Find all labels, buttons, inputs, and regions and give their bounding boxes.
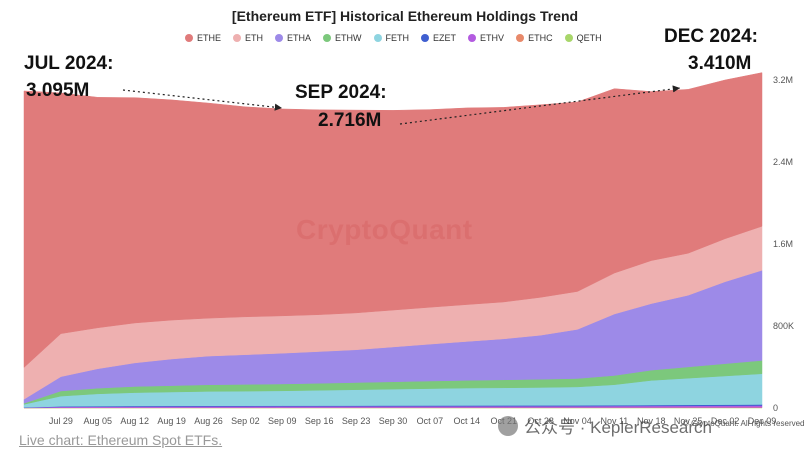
legend-dot <box>233 34 242 42</box>
x-tick-label: Sep 02 <box>231 416 260 426</box>
y-tick-label: 1.6M <box>773 239 793 249</box>
x-tick-label: Aug 19 <box>157 416 186 426</box>
x-tick-label: Oct 28 <box>527 416 554 426</box>
x-tick-label: Aug 12 <box>120 416 149 426</box>
legend-label: QETH <box>576 33 602 43</box>
legend-label: ETH <box>245 33 264 43</box>
wechat-icon <box>498 415 518 436</box>
legend-label: ETHW <box>335 33 362 43</box>
x-tick-label: Nov 04 <box>563 416 592 426</box>
x-tick-label: Oct 07 <box>417 416 444 426</box>
legend-label: EZET <box>433 33 457 43</box>
legend-item-ethe: ETHE <box>185 33 221 43</box>
x-tick-label: Jul 29 <box>49 416 73 426</box>
x-tick-label: Nov 25 <box>674 416 703 426</box>
x-tick-label: Sep 23 <box>342 416 371 426</box>
legend-item-ezet: EZET <box>421 33 456 43</box>
legend-dot <box>275 34 284 42</box>
jul-callout-label: JUL 2024: <box>24 53 114 74</box>
y-tick-label: 0 <box>773 403 778 413</box>
legend-item-ethv: ETHV <box>468 33 504 43</box>
sep-callout-value: 2.716M <box>318 110 382 131</box>
dec-callout-value: 3.410M <box>688 53 752 74</box>
x-tick-label: Sep 30 <box>379 416 408 426</box>
arrow-sep-to-dec <box>399 85 681 125</box>
legend-label: FETH <box>385 33 410 43</box>
x-tick-label: Aug 26 <box>194 416 223 426</box>
wechat-text: 公众号 · KeplerResearch <box>524 418 713 437</box>
legend-label: ETHV <box>480 33 505 43</box>
legend: ETHE ETH ETHA ETHW FETH EZET ETHV ETHC QETH <box>185 33 602 43</box>
legend-dot <box>373 34 382 42</box>
x-tick-label: Nov 11 <box>600 416 628 426</box>
x-tick-label: Oct 14 <box>454 416 481 426</box>
legend-item-feth: FETH <box>373 33 410 43</box>
wechat-watermark: 公众号 · KeplerResearch <box>498 413 712 438</box>
legend-dot <box>323 34 332 42</box>
x-tick-label: Dec 09 <box>748 416 777 426</box>
legend-label: ETHA <box>287 33 312 43</box>
x-tick-label: Sep 16 <box>305 416 334 426</box>
legend-dot <box>468 34 477 42</box>
legend-dot <box>421 34 430 42</box>
arrow-jul-to-sep <box>122 89 283 111</box>
legend-item-etha: ETHA <box>275 33 311 43</box>
legend-item-ethc: ETHC <box>516 33 553 43</box>
legend-label: ETHC <box>528 33 553 43</box>
jul-callout-value: 3.095M <box>26 80 90 101</box>
legend-item-qeth: QETH <box>564 33 602 43</box>
legend-dot <box>564 34 573 42</box>
x-tick-label: Aug 05 <box>84 416 113 426</box>
chart-title: [Ethereum ETF] Historical Ethereum Holdi… <box>231 8 579 24</box>
legend-item-ethw: ETHW <box>323 33 362 43</box>
sep-callout-label: SEP 2024: <box>295 82 387 103</box>
area-series-ethe <box>23 72 763 369</box>
legend-item-eth: ETH <box>233 33 263 43</box>
x-tick-label: Nov 18 <box>637 416 666 426</box>
x-tick-label: Dec 02 <box>711 416 740 426</box>
legend-label: ETHE <box>197 33 222 43</box>
y-tick-label: 3.2M <box>773 75 793 85</box>
copyright-note: © CryptoQuant. All rights reserved <box>683 419 805 428</box>
live-chart-link[interactable]: Live chart: Ethereum Spot ETFs. <box>19 432 223 448</box>
y-tick-label: 2.4M <box>773 157 793 167</box>
dec-callout-label: DEC 2024: <box>664 26 758 47</box>
x-tick-label: Sep 09 <box>268 416 297 426</box>
legend-dot <box>516 34 525 42</box>
legend-dot <box>185 34 193 42</box>
y-tick-label: 800K <box>773 321 794 331</box>
cryptoquant-watermark: CryptoQuant <box>296 214 473 245</box>
